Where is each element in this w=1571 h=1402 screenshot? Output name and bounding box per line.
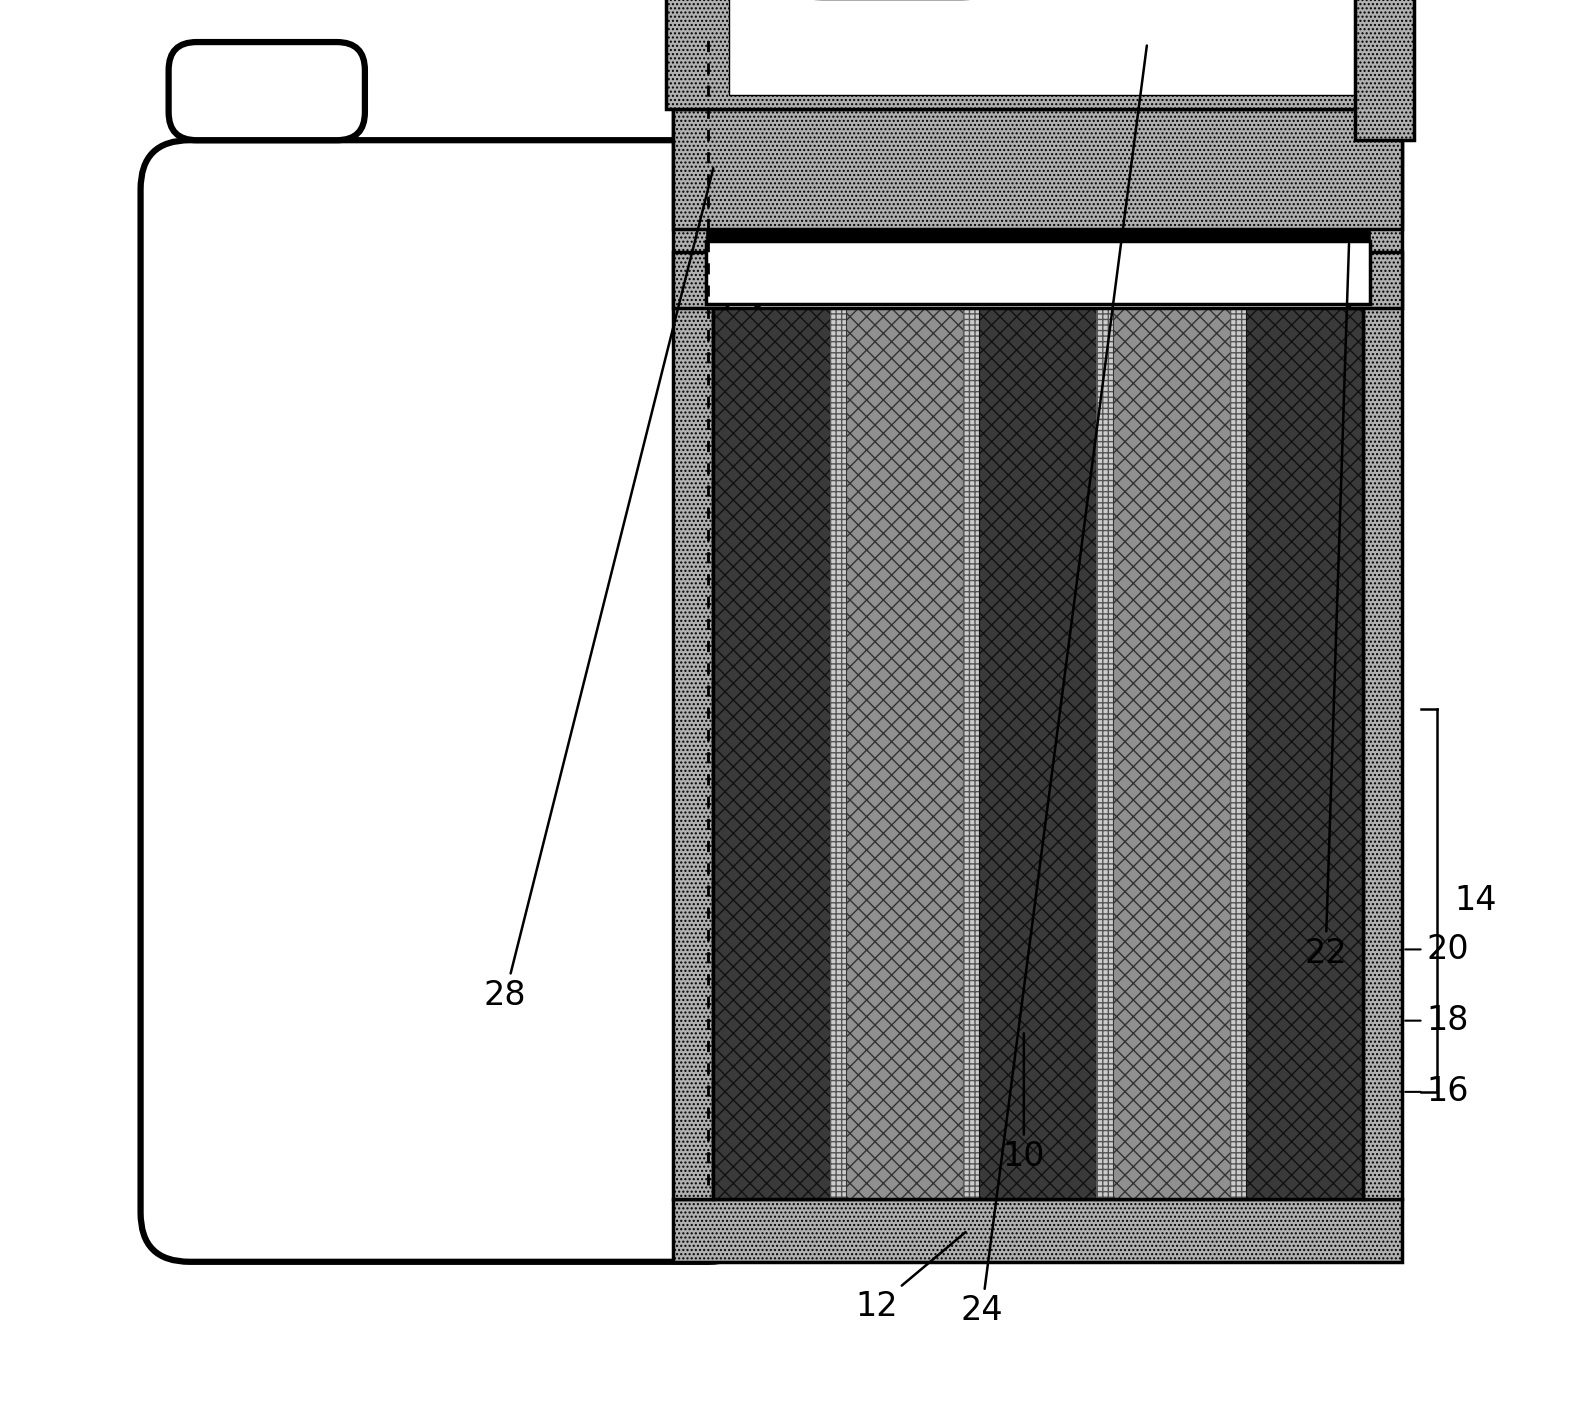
Bar bbox=[713, 308, 829, 1199]
FancyBboxPatch shape bbox=[140, 140, 757, 1262]
FancyBboxPatch shape bbox=[168, 42, 364, 140]
Text: 20: 20 bbox=[1404, 932, 1469, 966]
Text: 14: 14 bbox=[1455, 885, 1497, 917]
Bar bbox=[729, 0, 1360, 95]
Bar bbox=[1097, 308, 1112, 1199]
Bar bbox=[1356, 0, 1414, 140]
Bar bbox=[705, 241, 1370, 304]
Bar bbox=[1364, 112, 1403, 1199]
Bar bbox=[979, 308, 1097, 1199]
Bar bbox=[674, 112, 713, 1199]
Bar bbox=[829, 308, 845, 1199]
Bar bbox=[705, 229, 1370, 241]
Text: 18: 18 bbox=[1404, 1004, 1469, 1037]
Text: 22: 22 bbox=[1304, 244, 1349, 970]
Bar bbox=[963, 308, 979, 1199]
Text: 24: 24 bbox=[960, 45, 1147, 1328]
Text: 10: 10 bbox=[1002, 1033, 1045, 1173]
Bar bbox=[1349, 252, 1403, 308]
Bar bbox=[1230, 308, 1246, 1199]
Bar bbox=[674, 1199, 1403, 1262]
Bar bbox=[666, 0, 1403, 109]
Text: 16: 16 bbox=[1404, 1075, 1469, 1109]
Text: 28: 28 bbox=[484, 168, 713, 1012]
Text: 12: 12 bbox=[855, 1232, 966, 1323]
Bar bbox=[674, 252, 727, 308]
Bar bbox=[1112, 308, 1230, 1199]
Bar bbox=[845, 308, 963, 1199]
Bar bbox=[674, 109, 1403, 229]
Bar bbox=[713, 308, 1364, 1199]
Bar bbox=[1246, 308, 1364, 1199]
